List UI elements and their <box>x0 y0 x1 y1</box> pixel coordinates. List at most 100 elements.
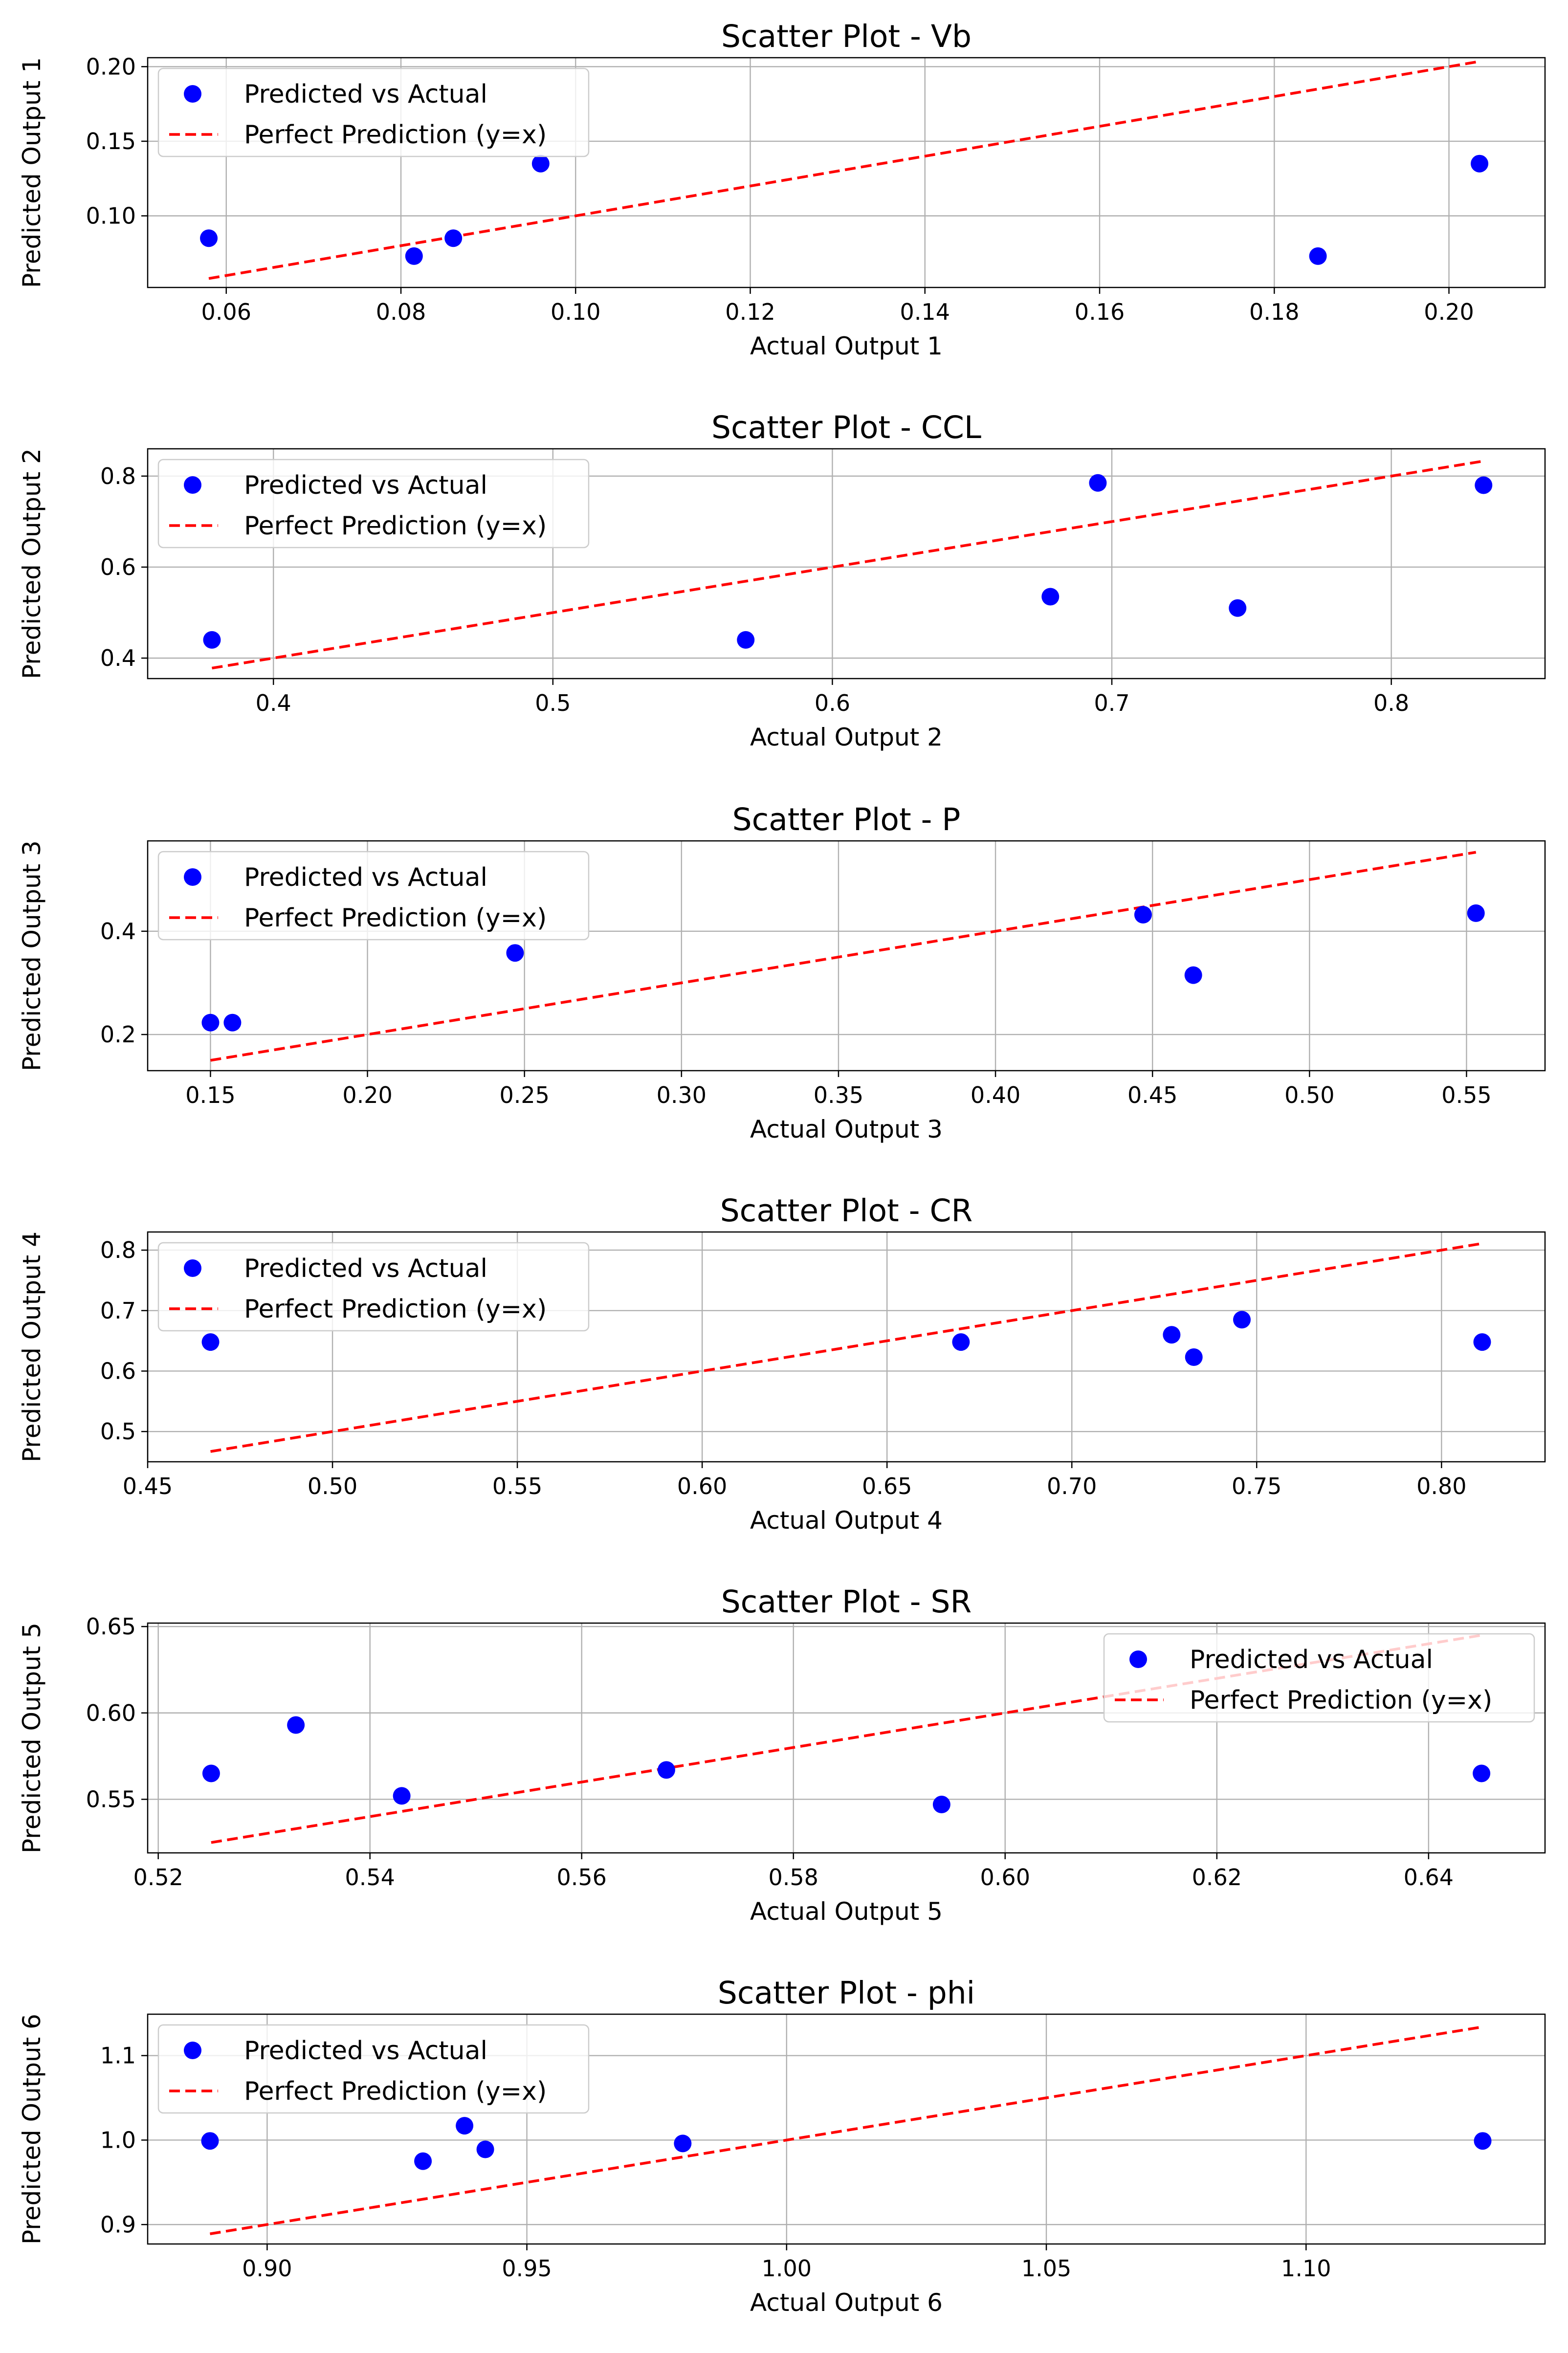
chart-title: Scatter Plot - phi <box>718 1975 975 2011</box>
legend: Predicted vs Actual Perfect Prediction (y… <box>157 2024 590 2114</box>
data-point <box>932 1796 950 1814</box>
data-point <box>414 2152 432 2170</box>
subplot-4: 0.45 0.50 0.55 0.60 0.65 0.70 0.75 0.80 0.5 0.6 0.… <box>18 1193 1546 1535</box>
data-point <box>1163 1326 1181 1344</box>
x-axis-label: Actual Output 1 <box>750 332 943 360</box>
x-axis-label: Actual Output 3 <box>750 1115 943 1144</box>
data-point <box>1467 904 1485 922</box>
data-point <box>1134 906 1152 924</box>
chart-title: Scatter Plot - P <box>732 802 961 837</box>
perfect-prediction-line <box>208 60 1480 280</box>
data-point <box>405 247 423 265</box>
data-point <box>1309 247 1327 265</box>
legend-label-points: Predicted vs Actual <box>1190 1645 1433 1674</box>
x-tick-label: 0.45 <box>1127 1082 1177 1108</box>
x-tick-label: 0.5 <box>535 690 571 716</box>
x-tick-label: 0.10 <box>551 299 600 325</box>
legend-box <box>157 2024 590 2114</box>
perfect-prediction-line <box>210 2025 1483 2235</box>
y-tick-label: 0.20 <box>86 53 136 80</box>
x-tick-label: 0.90 <box>242 2255 292 2282</box>
x-tick-label: 0.40 <box>971 1082 1020 1108</box>
y-tick-label: 0.6 <box>100 1358 136 1384</box>
x-tick-label: 0.55 <box>492 1473 542 1499</box>
legend-label-line: Perfect Prediction (y=x) <box>244 903 547 933</box>
x-axis-label: Actual Output 5 <box>750 1897 943 1926</box>
x-tick-label: 0.80 <box>1416 1473 1466 1499</box>
legend-label-line: Perfect Prediction (y=x) <box>244 2077 547 2106</box>
x-tick-label: 1.05 <box>1021 2255 1071 2282</box>
axes-frame <box>147 448 1546 680</box>
subplot-6: 0.90 0.95 1.00 1.05 1.10 0.9 1.0 1.1 Scatter Plo… <box>18 1975 1546 2317</box>
x-tick-label: 0.55 <box>1441 1082 1491 1108</box>
legend-marker-points <box>184 476 201 494</box>
x-tick-label: 0.62 <box>1192 1864 1242 1891</box>
legend-label-points: Predicted vs Actual <box>244 1254 487 1283</box>
x-tick-label: 0.70 <box>1047 1473 1097 1499</box>
x-tick-label: 0.60 <box>677 1473 727 1499</box>
x-tick-label: 0.18 <box>1249 299 1299 325</box>
x-tick-label: 0.15 <box>185 1082 235 1108</box>
chart-title: Scatter Plot - CR <box>720 1193 973 1229</box>
x-tick-label: 0.12 <box>725 299 775 325</box>
y-tick-label: 0.4 <box>100 645 136 671</box>
data-point <box>674 2134 692 2153</box>
y-tick-label: 0.8 <box>100 463 136 489</box>
y-axis-label: Predicted Output 3 <box>18 840 46 1071</box>
axes-frame <box>147 57 1546 288</box>
legend-box <box>157 1242 590 1332</box>
legend-label-points: Predicted vs Actual <box>244 2036 487 2066</box>
data-point <box>1089 474 1107 492</box>
x-tick-label: 0.7 <box>1094 690 1129 716</box>
data-point <box>1233 1311 1251 1329</box>
x-tick-label: 0.6 <box>815 690 850 716</box>
x-tick-label: 0.65 <box>862 1473 912 1499</box>
data-point <box>201 1013 220 1032</box>
x-tick-label: 0.50 <box>308 1473 357 1499</box>
legend: Predicted vs Actual Perfect Prediction (y… <box>157 851 590 941</box>
y-axis-label: Predicted Output 6 <box>18 2014 46 2244</box>
y-tick-label: 0.15 <box>86 128 136 154</box>
y-tick-label: 0.55 <box>86 1786 136 1812</box>
legend-label-line: Perfect Prediction (y=x) <box>244 511 547 541</box>
data-point <box>1475 476 1493 494</box>
x-tick-label: 0.45 <box>123 1473 173 1499</box>
y-tick-label: 0.8 <box>100 1237 136 1263</box>
y-tick-label: 0.7 <box>100 1297 136 1324</box>
legend-marker-points <box>184 85 201 103</box>
data-point <box>393 1787 411 1805</box>
data-point <box>1184 966 1202 984</box>
data-point <box>737 631 755 649</box>
x-tick-label: 0.50 <box>1284 1082 1334 1108</box>
data-point <box>476 2140 494 2158</box>
x-axis-label: Actual Output 2 <box>750 723 943 751</box>
subplot-2: 0.4 0.5 0.6 0.7 0.8 0.4 0.6 0.8 Scatter Plot - C… <box>18 410 1546 751</box>
x-tick-label: 0.20 <box>342 1082 392 1108</box>
x-tick-label: 0.58 <box>769 1864 818 1891</box>
data-point <box>1185 1348 1203 1366</box>
y-tick-label: 0.65 <box>86 1613 136 1640</box>
y-tick-label: 0.6 <box>100 554 136 580</box>
data-point <box>506 944 524 962</box>
y-axis-label: Predicted Output 1 <box>18 57 46 288</box>
subplot-5: 0.52 0.54 0.56 0.58 0.60 0.62 0.64 0.55 0.60 0.65… <box>18 1584 1546 1926</box>
perfect-prediction-line <box>210 851 1477 1062</box>
y-tick-label: 0.10 <box>86 203 136 229</box>
y-tick-label: 1.1 <box>100 2043 136 2069</box>
data-point <box>202 1764 220 1782</box>
data-point <box>201 1333 220 1351</box>
x-tick-label: 0.20 <box>1424 299 1474 325</box>
legend: Predicted vs Actual Perfect Prediction (y… <box>157 1242 590 1332</box>
subplot-3: 0.15 0.20 0.25 0.30 0.35 0.40 0.45 0.50 0.55 0.2 0… <box>18 802 1546 1144</box>
data-point <box>287 1716 305 1734</box>
legend-label-points: Predicted vs Actual <box>244 80 487 109</box>
data-point <box>1473 1764 1491 1782</box>
x-tick-label: 0.06 <box>201 299 251 325</box>
data-point <box>531 154 550 173</box>
legend-label-line: Perfect Prediction (y=x) <box>244 120 547 150</box>
x-tick-label: 0.56 <box>557 1864 607 1891</box>
data-point <box>444 229 463 247</box>
axes-frame <box>147 1231 1546 1463</box>
data-point <box>200 229 218 247</box>
legend-marker-points <box>1129 1650 1147 1668</box>
